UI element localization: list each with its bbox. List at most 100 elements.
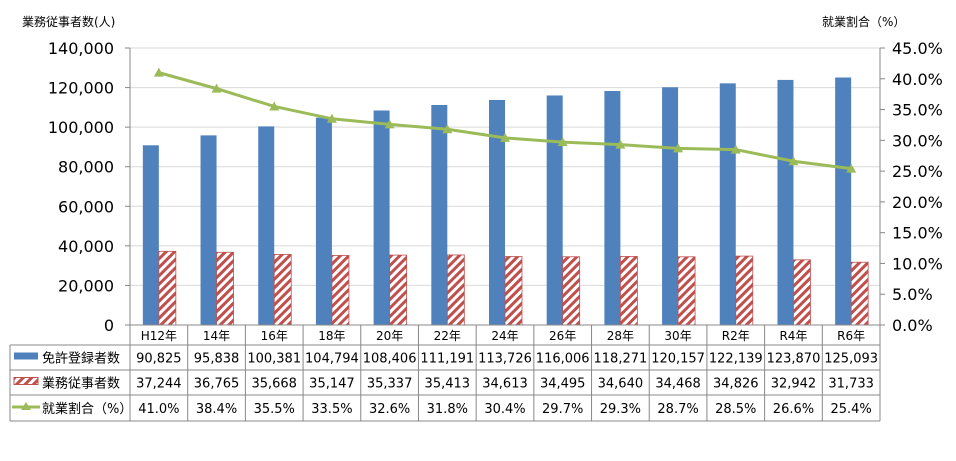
- category-label: 22年: [434, 329, 461, 343]
- line-marker: [269, 101, 280, 111]
- right-tick-label: 45.0%: [892, 39, 943, 58]
- table-cell: 116,006: [536, 352, 590, 367]
- bar-employed: [619, 256, 638, 326]
- line-marker: [788, 156, 799, 166]
- bar-license-holders: [835, 77, 852, 325]
- line-marker: [615, 139, 626, 149]
- table-cell: 122,139: [709, 352, 763, 367]
- bar-license-holders: [662, 87, 679, 325]
- bar-employed: [331, 255, 350, 326]
- category-label: 24年: [491, 329, 518, 343]
- left-axis-title: 業務従事者数(人): [22, 14, 115, 29]
- left-tick-label: 20,000: [58, 276, 114, 295]
- bar-license-holders: [604, 90, 621, 326]
- category-label: R2年: [722, 329, 750, 343]
- table-cell: 28.7%: [657, 402, 698, 417]
- bar-license-holders: [719, 83, 736, 325]
- table-cell: 25.4%: [830, 402, 871, 417]
- category-label: 28年: [607, 329, 634, 343]
- bar-license-holders: [373, 110, 390, 325]
- table-cell: 35.5%: [254, 402, 295, 417]
- category-label: 16年: [261, 329, 288, 343]
- category-label: 26年: [549, 329, 576, 343]
- bar-employed: [273, 254, 292, 326]
- line-marker: [557, 137, 568, 147]
- table-cell: 35,337: [367, 377, 413, 392]
- line-marker: [442, 124, 453, 134]
- table-cell: 29.7%: [542, 402, 583, 417]
- table-cell: 34,640: [598, 377, 644, 392]
- table-cell: 95,838: [194, 352, 240, 367]
- line-marker: [326, 113, 337, 123]
- table-cell: 34,613: [482, 377, 528, 392]
- category-label: 18年: [318, 329, 345, 343]
- right-tick-label: 10.0%: [892, 254, 943, 273]
- category-label: 14年: [203, 329, 230, 343]
- bar-employed: [850, 261, 869, 326]
- table-cell: 30.4%: [484, 402, 525, 417]
- table-cell: 108,406: [363, 352, 417, 367]
- table-cell: 104,794: [305, 352, 359, 367]
- legend-label: 免許登録者数: [42, 352, 120, 367]
- right-tick-label: 25.0%: [892, 162, 943, 181]
- bar-license-holders: [315, 117, 332, 325]
- table-cell: 120,157: [651, 352, 705, 367]
- bar-license-holders: [142, 145, 159, 325]
- table-cell: 35,668: [251, 377, 297, 392]
- left-tick-label: 60,000: [58, 197, 114, 216]
- right-axis-title: 就業割合（%）: [822, 14, 905, 29]
- bar-employed: [446, 254, 465, 326]
- table-cell: 31,733: [828, 377, 874, 392]
- table-cell: 123,870: [767, 352, 821, 367]
- table-cell: 33.5%: [311, 402, 352, 417]
- left-tick-label: 100,000: [48, 118, 114, 137]
- table-cell: 37,244: [136, 377, 182, 392]
- bar-license-holders: [777, 79, 794, 325]
- line-marker: [673, 143, 684, 153]
- table-cell: 41.0%: [138, 402, 179, 417]
- table-cell: 34,468: [655, 377, 701, 392]
- bar-employed: [504, 256, 523, 326]
- table-cell: 28.5%: [715, 402, 756, 417]
- bar-employed: [735, 255, 754, 326]
- left-tick-label: 120,000: [48, 79, 114, 98]
- table-cell: 31.8%: [427, 402, 468, 417]
- right-tick-label: 35.0%: [892, 101, 943, 120]
- bar-license-holders: [200, 135, 217, 325]
- line-marker: [846, 163, 857, 173]
- right-tick-label: 30.0%: [892, 131, 943, 150]
- category-label: R4年: [779, 329, 807, 343]
- bar-employed: [216, 251, 234, 326]
- table-cell: 111,191: [420, 352, 474, 367]
- bar-license-holders: [258, 126, 275, 325]
- table-cell: 118,271: [594, 352, 648, 367]
- category-label: 30年: [664, 329, 691, 343]
- legend-key-hatched-bar: [13, 377, 39, 385]
- legend-key-marker: [21, 402, 31, 410]
- left-tick-label: 80,000: [58, 158, 114, 177]
- table-cell: 125,093: [824, 352, 878, 367]
- table-cell: 35,413: [425, 377, 471, 392]
- table-cell: 35,147: [309, 377, 355, 392]
- line-marker: [500, 132, 510, 142]
- line-marker: [384, 119, 395, 129]
- line-marker: [153, 67, 164, 77]
- right-tick-label: 20.0%: [892, 193, 943, 212]
- bar-license-holders: [546, 95, 563, 325]
- legend-key-blue-bar: [14, 352, 38, 360]
- table-cell: 32,942: [771, 377, 817, 392]
- table-cell: 34,495: [540, 377, 586, 392]
- bar-employed: [389, 254, 408, 326]
- bar-employed: [793, 259, 811, 326]
- bar-license-holders: [431, 105, 448, 325]
- right-tick-label: 0.0%: [892, 316, 933, 335]
- table-cell: 36,765: [194, 377, 240, 392]
- right-tick-label: 15.0%: [892, 224, 943, 243]
- category-label: R6年: [837, 329, 865, 343]
- right-tick-label: 40.0%: [892, 70, 943, 89]
- category-label: H12年: [141, 329, 177, 343]
- table-cell: 90,825: [136, 352, 182, 367]
- table-cell: 113,726: [478, 352, 532, 367]
- bar-employed: [562, 256, 581, 326]
